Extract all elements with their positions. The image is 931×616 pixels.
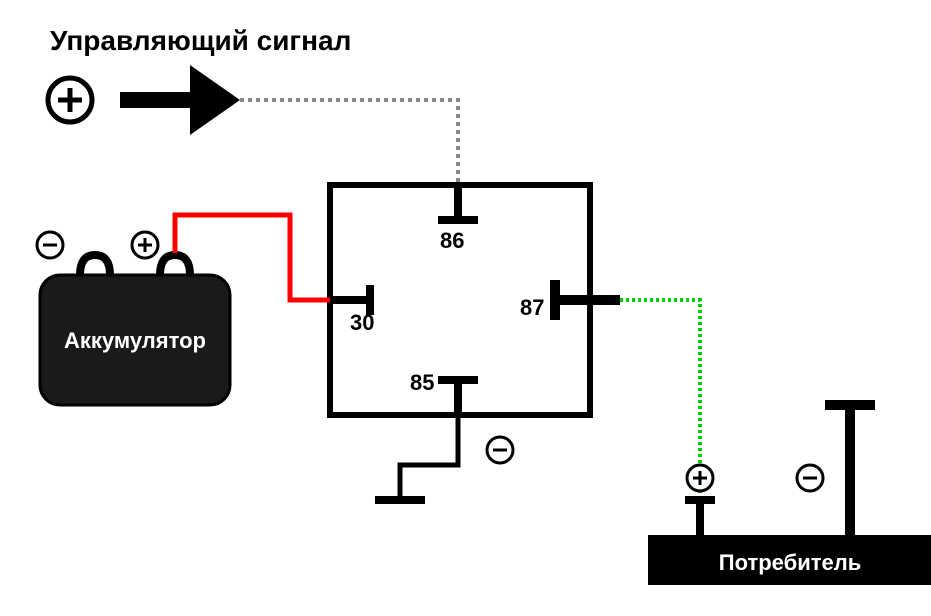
consumer-terminal-neg (825, 405, 875, 535)
plus-circle-icon-consumer (687, 465, 713, 491)
title-text: Управляющий сигнал (50, 25, 351, 56)
wire-control (240, 100, 458, 185)
pin-label-30: 30 (350, 310, 374, 335)
pin-label-85: 85 (410, 370, 434, 395)
minus-circle-icon-battery (37, 232, 63, 258)
battery-terminal-neg (80, 255, 110, 275)
arrow-icon (120, 65, 240, 135)
wire-ground-85 (400, 415, 458, 500)
plus-circle-icon-signal (48, 78, 92, 122)
minus-circle-icon-85 (487, 437, 513, 463)
pin-label-86: 86 (440, 228, 464, 253)
pin-label-87: 87 (520, 295, 544, 320)
battery-terminal-pos (160, 255, 190, 275)
consumer-terminal-pos (685, 500, 715, 535)
consumer-label: Потребитель (719, 550, 861, 575)
plus-circle-icon-battery (132, 232, 158, 258)
battery-label: Аккумулятор (64, 328, 206, 353)
minus-circle-icon-consumer (797, 465, 823, 491)
